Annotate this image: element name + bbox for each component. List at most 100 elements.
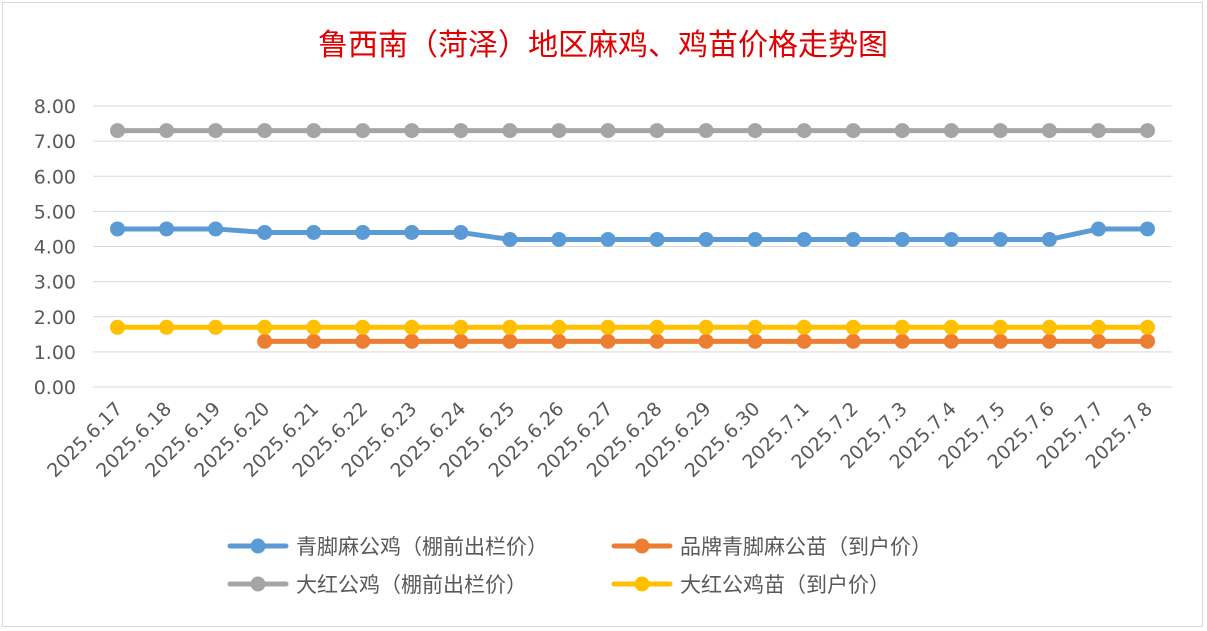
data-point: [355, 319, 371, 335]
data-point: [355, 123, 371, 139]
data-point: [894, 231, 910, 247]
data-point: [698, 333, 714, 349]
y-tick-label: 2.00: [34, 307, 76, 329]
data-point: [1139, 319, 1155, 335]
data-point: [796, 123, 812, 139]
data-point: [1041, 123, 1057, 139]
data-point: [600, 231, 616, 247]
legend-swatch-marker: [250, 538, 266, 554]
data-point: [943, 333, 959, 349]
series-2: [257, 333, 1155, 349]
data-point: [208, 221, 224, 237]
data-point: [1090, 333, 1106, 349]
data-point: [551, 319, 567, 335]
data-point: [257, 333, 273, 349]
data-point: [992, 333, 1008, 349]
data-point: [453, 319, 469, 335]
legend-label: 青脚麻公鸡（棚前出栏价）: [296, 535, 548, 559]
legend-swatch-marker: [634, 538, 650, 554]
data-point: [404, 224, 420, 240]
data-point: [894, 333, 910, 349]
data-point: [1090, 221, 1106, 237]
data-point: [159, 319, 175, 335]
data-point: [600, 319, 616, 335]
legend-label: 大红公鸡苗（到户价）: [680, 573, 890, 597]
data-point: [306, 123, 322, 139]
data-point: [257, 319, 273, 335]
legend-item: 大红公鸡（棚前出栏价）: [227, 573, 527, 597]
data-point: [257, 224, 273, 240]
data-point: [600, 333, 616, 349]
data-point: [502, 319, 518, 335]
data-point: [404, 123, 420, 139]
data-point: [600, 123, 616, 139]
data-point: [845, 123, 861, 139]
data-point: [502, 333, 518, 349]
data-point: [943, 123, 959, 139]
data-point: [306, 333, 322, 349]
data-point: [992, 319, 1008, 335]
data-point: [894, 123, 910, 139]
y-tick-label: 8.00: [34, 96, 76, 118]
data-point: [453, 123, 469, 139]
legend: 青脚麻公鸡（棚前出栏价） 品牌青脚麻公苗（到户价） 大红公鸡（棚前出栏价） 大红公鸡苗…: [227, 535, 932, 597]
data-point: [110, 123, 126, 139]
data-point: [208, 123, 224, 139]
y-tick-label: 1.00: [34, 342, 76, 364]
data-point: [649, 123, 665, 139]
y-tick-label: 4.00: [34, 237, 76, 259]
data-point: [845, 333, 861, 349]
data-point: [551, 231, 567, 247]
data-point: [796, 231, 812, 247]
y-tick-label: 7.00: [34, 131, 76, 153]
data-point: [257, 123, 273, 139]
legend-swatch-marker: [634, 576, 650, 592]
data-point: [649, 231, 665, 247]
data-point: [747, 231, 763, 247]
data-point: [698, 123, 714, 139]
data-point: [1090, 123, 1106, 139]
data-point: [796, 319, 812, 335]
legend-label: 大红公鸡（棚前出栏价）: [296, 573, 527, 597]
y-tick-label: 3.00: [34, 272, 76, 294]
legend-label: 品牌青脚麻公苗（到户价）: [680, 535, 932, 559]
series-1: [110, 221, 1155, 247]
series-line: [115, 226, 1150, 242]
data-point: [1139, 221, 1155, 237]
x-axis: 2025.6.172025.6.182025.6.192025.6.202025…: [43, 398, 1157, 482]
data-point: [943, 231, 959, 247]
data-point: [992, 231, 1008, 247]
data-point: [159, 221, 175, 237]
y-tick-label: 6.00: [34, 166, 76, 188]
y-axis: 0.00 1.00 2.00 3.00 4.00 5.00 6.00 7.00 8.00: [34, 96, 76, 399]
legend-item: 大红公鸡苗（到户价）: [611, 573, 890, 597]
data-point: [1090, 319, 1106, 335]
data-point: [502, 231, 518, 247]
data-point: [698, 319, 714, 335]
data-point: [845, 319, 861, 335]
data-point: [502, 123, 518, 139]
data-point: [845, 231, 861, 247]
data-point: [992, 123, 1008, 139]
series-4: [110, 319, 1155, 335]
data-point: [698, 231, 714, 247]
data-point: [551, 333, 567, 349]
data-point: [894, 319, 910, 335]
data-point: [796, 333, 812, 349]
data-point: [306, 224, 322, 240]
chart-title: 鲁西南（菏泽）地区麻鸡、鸡苗价格走势图: [318, 28, 888, 63]
data-point: [747, 333, 763, 349]
data-point: [355, 333, 371, 349]
data-point: [404, 333, 420, 349]
data-point: [1041, 319, 1057, 335]
legend-item: 品牌青脚麻公苗（到户价）: [611, 535, 932, 559]
data-point: [453, 224, 469, 240]
series-3: [110, 123, 1155, 139]
data-point: [110, 221, 126, 237]
data-point: [649, 333, 665, 349]
data-point: [159, 123, 175, 139]
data-point: [1041, 333, 1057, 349]
gridlines: [93, 105, 1172, 388]
data-point: [649, 319, 665, 335]
